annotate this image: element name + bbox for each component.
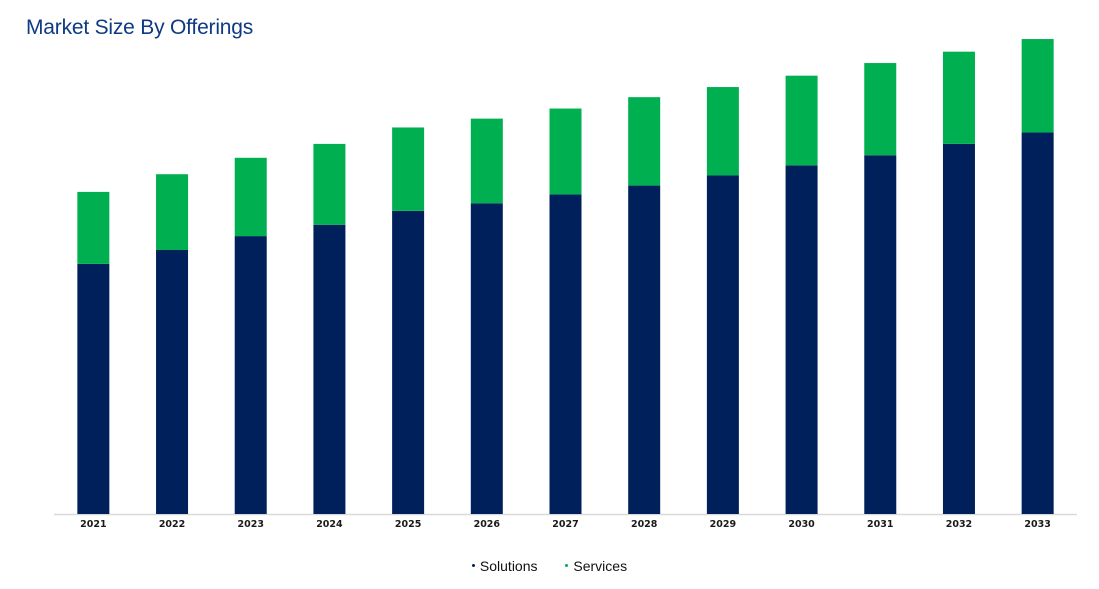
x-tick-label-2028: 2028 — [631, 519, 658, 530]
x-tick-label-2027: 2027 — [552, 519, 578, 530]
bar-services-2022[interactable] — [156, 174, 189, 250]
chart-legend: Solutions Services — [0, 558, 1099, 574]
bar-services-2029[interactable] — [706, 87, 739, 176]
legend-label-solutions: Solutions — [479, 558, 538, 574]
bar-solutions-2031[interactable] — [864, 155, 897, 514]
bar-solutions-2025[interactable] — [392, 210, 425, 514]
x-tick-label-2024: 2024 — [316, 519, 343, 530]
x-tick-label-2025: 2025 — [395, 519, 421, 530]
bar-solutions-2021[interactable] — [77, 263, 110, 514]
bar-solutions-2032[interactable] — [942, 143, 975, 514]
x-tick-label-2022: 2022 — [159, 519, 185, 530]
bar-services-2028[interactable] — [628, 97, 661, 186]
bar-solutions-2027[interactable] — [549, 194, 582, 515]
x-tick-label-2026: 2026 — [474, 519, 501, 530]
x-tick-label-2033: 2033 — [1024, 519, 1050, 530]
legend-item-services[interactable]: Services — [565, 558, 627, 574]
bar-services-2031[interactable] — [864, 63, 897, 156]
bar-solutions-2022[interactable] — [156, 250, 189, 514]
bar-solutions-2026[interactable] — [470, 203, 503, 514]
x-tick-label-2031: 2031 — [867, 519, 893, 530]
bar-services-2032[interactable] — [942, 51, 975, 144]
bar-services-2026[interactable] — [470, 118, 503, 204]
bar-solutions-2030[interactable] — [785, 165, 818, 514]
bar-services-2023[interactable] — [234, 157, 267, 237]
bar-solutions-2023[interactable] — [234, 236, 267, 515]
bar-solutions-2024[interactable] — [313, 224, 346, 515]
bar-solutions-2028[interactable] — [628, 185, 661, 514]
legend-label-services: Services — [573, 558, 628, 574]
legend-marker-solutions — [471, 563, 475, 567]
legend-item-solutions[interactable]: Solutions — [471, 558, 538, 574]
x-tick-label-2023: 2023 — [238, 519, 264, 530]
bar-solutions-2033[interactable] — [1021, 132, 1054, 514]
bar-services-2033[interactable] — [1021, 39, 1054, 133]
x-tick-label-2021: 2021 — [80, 519, 106, 530]
bar-services-2030[interactable] — [785, 75, 818, 166]
chart-title: Market Size By Offerings — [26, 16, 254, 39]
legend-marker-services — [565, 563, 569, 567]
x-tick-label-2029: 2029 — [710, 519, 736, 530]
bar-solutions-2029[interactable] — [706, 175, 739, 514]
x-tick-label-2032: 2032 — [946, 519, 972, 530]
bar-services-2025[interactable] — [392, 127, 425, 211]
bar-services-2021[interactable] — [77, 191, 110, 264]
x-tick-label-2030: 2030 — [788, 519, 815, 530]
bar-services-2024[interactable] — [313, 143, 346, 225]
bar-services-2027[interactable] — [549, 108, 582, 195]
